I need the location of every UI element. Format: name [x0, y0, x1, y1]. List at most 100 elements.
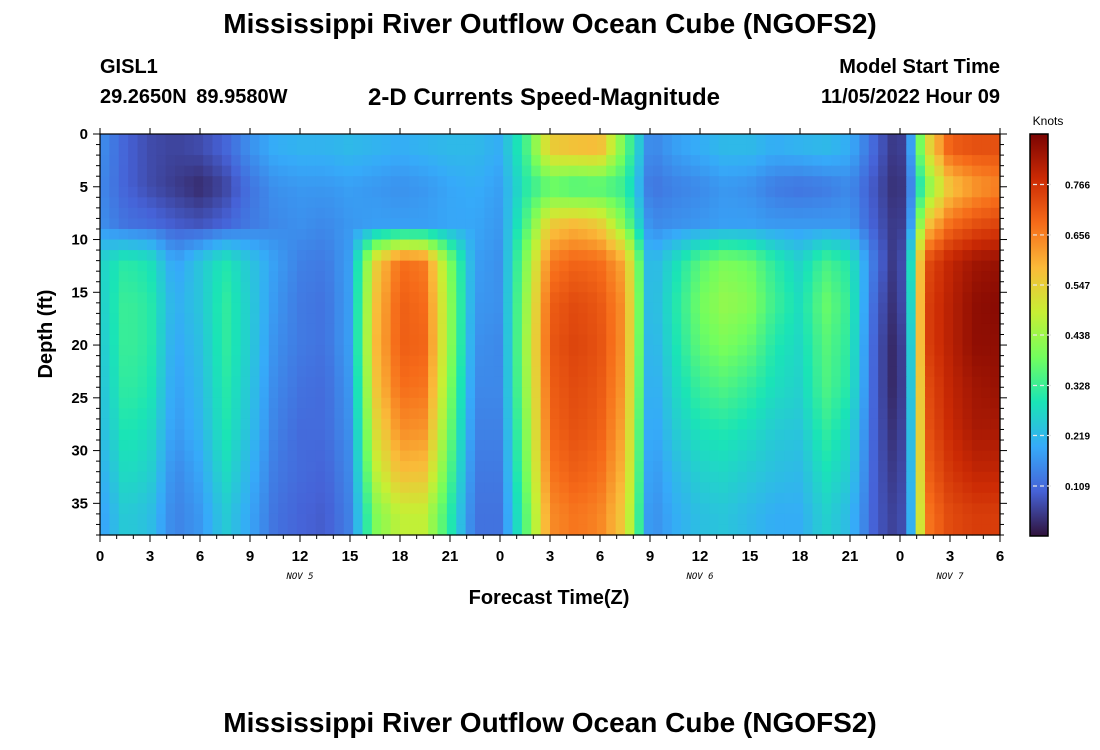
heatmap-cell [756, 524, 767, 536]
heatmap-cell [231, 176, 242, 188]
heatmap-cell [484, 155, 495, 167]
heatmap-cell [906, 376, 917, 388]
heatmap-cell [175, 355, 185, 367]
heatmap-cell [175, 366, 185, 378]
heatmap-cell [578, 334, 589, 346]
heatmap-cell [578, 250, 589, 262]
heatmap-cell [109, 429, 120, 441]
heatmap-cell [353, 345, 364, 357]
heatmap-cell [775, 218, 785, 230]
heatmap-cell [362, 397, 373, 409]
heatmap-cell [953, 513, 964, 526]
heatmap-cell [868, 302, 879, 314]
heatmap-cell [381, 397, 392, 409]
heatmap-cell [803, 207, 814, 220]
heatmap-cell [484, 228, 495, 241]
heatmap-cell [634, 471, 645, 483]
heatmap-cell [634, 271, 645, 283]
heatmap-cell [456, 134, 467, 146]
heatmap-cell [428, 218, 439, 230]
heatmap-cell [606, 408, 617, 420]
heatmap-cell [709, 471, 720, 483]
heatmap-cell [850, 144, 860, 156]
heatmap-cell [409, 271, 420, 283]
heatmap-cell [343, 250, 354, 262]
heatmap-cell [325, 155, 335, 167]
heatmap-cell [503, 440, 514, 452]
heatmap-cell [568, 450, 579, 462]
heatmap-cell [259, 165, 270, 177]
heatmap-cell [971, 334, 982, 346]
heatmap-cell [859, 228, 870, 241]
heatmap-cell [315, 260, 326, 272]
heatmap-cell [550, 155, 560, 167]
heatmap-cell [118, 228, 129, 241]
heatmap-cell [746, 471, 757, 483]
heatmap-cell [606, 271, 617, 283]
heatmap-cell [437, 450, 448, 462]
heatmap-cell [887, 471, 898, 483]
heatmap-cell [718, 418, 729, 431]
heatmap-cell [325, 450, 335, 462]
heatmap-cell [737, 323, 748, 336]
heatmap-cell [943, 503, 954, 515]
heatmap-cell [831, 228, 842, 241]
heatmap-cell [475, 418, 485, 431]
heatmap-cell [934, 302, 945, 314]
heatmap-cell [128, 239, 139, 251]
heatmap-cell [962, 524, 973, 536]
heatmap-cell [278, 450, 289, 462]
heatmap-cell [203, 250, 214, 262]
heatmap-cell [803, 503, 814, 515]
heatmap-cell [343, 345, 354, 357]
heatmap-cell [821, 461, 832, 473]
heatmap-cell [850, 134, 860, 146]
heatmap-cell [606, 355, 617, 367]
heatmap-cell [962, 492, 973, 504]
heatmap-cell [456, 176, 467, 188]
heatmap-cell [831, 186, 842, 198]
heatmap-cell [409, 345, 420, 357]
heatmap-cell [259, 197, 270, 209]
heatmap-cell [250, 228, 260, 241]
heatmap-cell [128, 218, 139, 230]
heatmap-cell [925, 366, 935, 378]
heatmap-cell [831, 323, 842, 336]
heatmap-cell [925, 207, 935, 220]
heatmap-cell [353, 176, 364, 188]
heatmap-cell [531, 281, 542, 293]
heatmap-cell [362, 524, 373, 536]
heatmap-cell [437, 271, 448, 283]
colorbar-tick-label: 0.219 [1065, 432, 1090, 443]
heatmap-cell [118, 334, 129, 346]
heatmap-cell [400, 429, 410, 441]
heatmap-cell [962, 450, 973, 462]
heatmap-cell [278, 134, 289, 146]
heatmap-cell [334, 366, 345, 378]
heatmap-cell [446, 271, 457, 283]
heatmap-cell [287, 482, 298, 494]
heatmap-cell [456, 482, 467, 494]
heatmap-cell [362, 376, 373, 388]
heatmap-cell [231, 471, 242, 483]
heatmap-cell [137, 218, 148, 230]
heatmap-cell [175, 271, 185, 283]
heatmap-cell [118, 376, 129, 388]
heatmap-cell [212, 186, 223, 198]
heatmap-cell [653, 461, 664, 473]
heatmap-cell [878, 260, 889, 272]
heatmap-cell [315, 313, 326, 325]
heatmap-cell [428, 345, 439, 357]
heatmap-cell [925, 471, 935, 483]
heatmap-cell [971, 524, 982, 536]
heatmap-cell [981, 197, 992, 209]
heatmap-cell [193, 387, 204, 399]
heatmap-cell [737, 165, 748, 177]
heatmap-cell [175, 524, 185, 536]
heatmap-cell [521, 345, 532, 357]
heatmap-cell [765, 313, 776, 325]
heatmap-cell [259, 461, 270, 473]
heatmap-cell [418, 355, 429, 367]
heatmap-cell [287, 450, 298, 462]
heatmap-cell [868, 492, 879, 504]
